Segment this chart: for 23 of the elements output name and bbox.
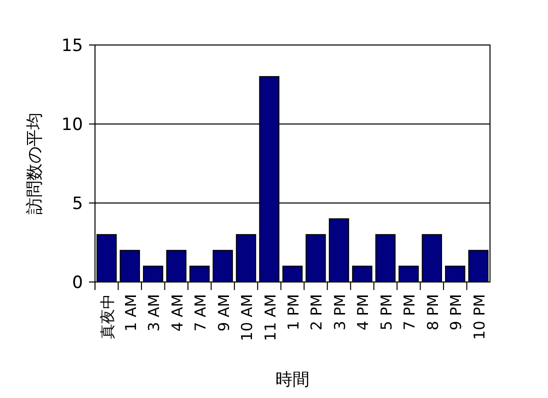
y-tick-label: 10 <box>61 115 83 135</box>
x-axis-title: 時間 <box>276 370 310 390</box>
x-tick-label: 1 PM <box>284 294 302 330</box>
x-tick-label: 10 AM <box>238 294 256 342</box>
x-tick-label: 9 AM <box>214 294 233 332</box>
x-tick-label: 真夜中 <box>98 294 117 339</box>
x-tick-label: 4 PM <box>354 294 372 330</box>
x-tick-label: 3 AM <box>145 294 164 332</box>
y-tick-label: 0 <box>72 273 83 293</box>
x-tick-label: 4 AM <box>168 294 186 332</box>
x-tick-label: 2 PM <box>308 294 326 330</box>
x-tick-label: 3 PM <box>330 294 349 330</box>
y-tick-label: 15 <box>61 36 83 56</box>
x-tick-label: 10 PM <box>470 294 488 340</box>
x-tick-label: 7 AM <box>192 294 210 332</box>
x-tick-label: 7 PM <box>400 294 419 330</box>
x-tick-label: 8 PM <box>424 294 442 330</box>
y-axis-title: 訪問数の平均 <box>25 112 45 214</box>
x-tick-label: 5 PM <box>377 294 396 330</box>
y-tick-label: 5 <box>72 194 83 214</box>
x-tick-label: 11 AM <box>261 294 280 342</box>
x-tick-label: 9 PM <box>447 294 466 330</box>
x-tick-label: 1 AM <box>122 294 140 332</box>
